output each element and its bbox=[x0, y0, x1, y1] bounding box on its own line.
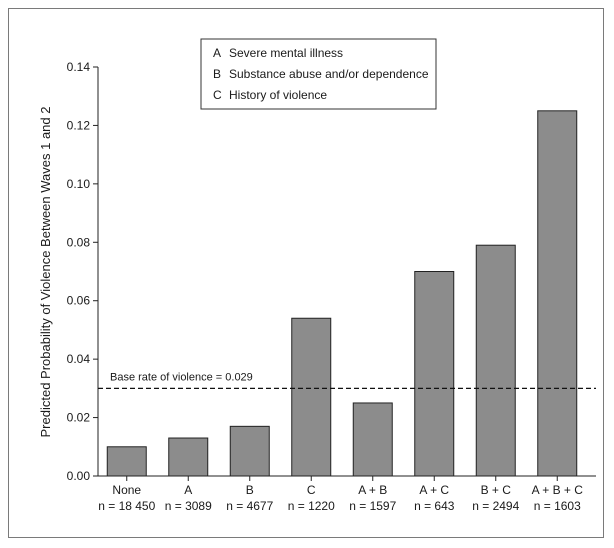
reference-line-label: Base rate of violence = 0.029 bbox=[110, 371, 253, 383]
sample-size-label: n = 1220 bbox=[288, 499, 335, 513]
bar-7 bbox=[475, 244, 516, 477]
y-tick-label: 0.04 bbox=[67, 352, 91, 366]
category-labels: None n = 18 450 An = 3089 Bn = 4677 Cn = 122… bbox=[98, 483, 583, 513]
bar-3 bbox=[229, 425, 270, 477]
y-tick-label: 0.06 bbox=[67, 294, 91, 308]
y-tick-label: 0.00 bbox=[67, 469, 91, 483]
category-label: None bbox=[112, 483, 141, 497]
legend-key-a: A bbox=[213, 46, 221, 60]
y-tick-label: 0.10 bbox=[67, 177, 91, 191]
category-label: C bbox=[307, 483, 316, 497]
axes: 0.00 0.02 0.04 0.06 0.08 0.10 0.12 0.14 bbox=[67, 60, 596, 483]
sample-size-label: n = 4677 bbox=[226, 499, 273, 513]
category-label: B bbox=[246, 483, 254, 497]
category-label: A bbox=[184, 483, 192, 497]
bar-1 bbox=[106, 446, 147, 477]
bar-4 bbox=[291, 317, 332, 477]
legend-label-a: Severe mental illness bbox=[229, 46, 343, 60]
sample-size-label: n = 643 bbox=[414, 499, 455, 513]
y-tick-label: 0.14 bbox=[67, 60, 91, 74]
sample-size-label: n = 18 450 bbox=[98, 499, 155, 513]
sample-size-label: n = 1597 bbox=[349, 499, 396, 513]
y-tick-label: 0.12 bbox=[67, 118, 91, 132]
y-axis-label: Predicted Probability of Violence Betwee… bbox=[38, 107, 53, 438]
sample-size-label: n = 3089 bbox=[165, 499, 212, 513]
y-tick-label: 0.08 bbox=[67, 235, 91, 249]
bar-5 bbox=[352, 402, 393, 477]
category-label: A + B bbox=[358, 483, 387, 497]
bar-6 bbox=[414, 271, 455, 477]
sample-size-label: n = 2494 bbox=[472, 499, 519, 513]
bar-2 bbox=[168, 437, 209, 477]
bar-8 bbox=[537, 110, 578, 477]
legend-label-b: Substance abuse and/or dependence bbox=[229, 67, 429, 81]
legend-key-b: B bbox=[213, 67, 221, 81]
reference-line-group: Base rate of violence = 0.029 bbox=[98, 371, 596, 389]
category-label: B + C bbox=[481, 483, 512, 497]
legend-box bbox=[200, 38, 437, 110]
legend-key-c: C bbox=[213, 88, 222, 102]
category-label: A + C bbox=[419, 483, 449, 497]
bars bbox=[106, 110, 578, 477]
y-tick-label: 0.02 bbox=[67, 411, 91, 425]
category-label: A + B + C bbox=[532, 483, 584, 497]
legend-label-c: History of violence bbox=[229, 88, 327, 102]
sample-size-label: n = 1603 bbox=[534, 499, 581, 513]
legend: A Severe mental illness B Substance abus… bbox=[200, 38, 437, 110]
